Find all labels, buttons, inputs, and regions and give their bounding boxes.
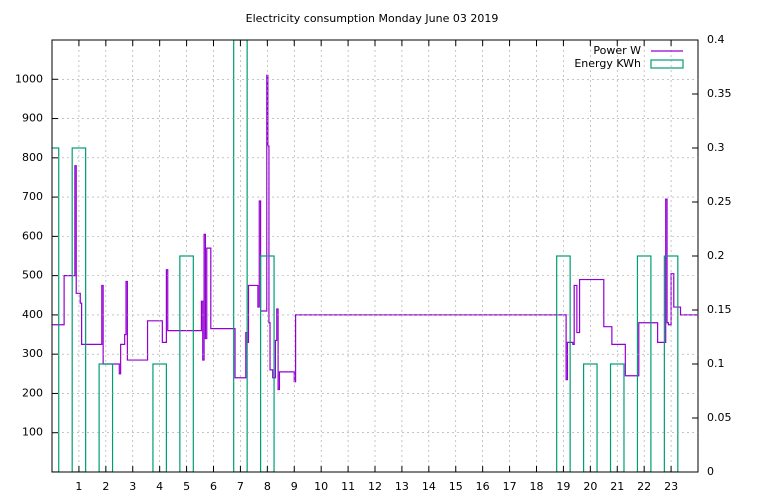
y-tick-label: 1000 [15, 72, 43, 85]
x-tick-label: 18 [530, 480, 544, 493]
x-tick-label: 12 [368, 480, 382, 493]
x-tick-label: 14 [422, 480, 436, 493]
y-tick-label: 100 [22, 426, 43, 439]
energy-box [609, 363, 625, 472]
y2-tick-label: 0 [707, 465, 714, 478]
x-tick-label: 13 [395, 480, 409, 493]
x-tick-label: 23 [664, 480, 678, 493]
legend-label: Energy KWh [574, 57, 641, 70]
y-tick-label: 300 [22, 347, 43, 360]
legend-swatch [650, 59, 684, 69]
y2-tick-label: 0.1 [707, 357, 725, 370]
legend-label: Power W [593, 44, 641, 57]
energy-box [52, 147, 60, 472]
x-tick-label: 9 [291, 480, 298, 493]
x-tick-label: 17 [503, 480, 517, 493]
x-tick-label: 11 [341, 480, 355, 493]
y-tick-label: 900 [22, 112, 43, 125]
energy-box [152, 363, 167, 472]
y-tick-label: 700 [22, 190, 43, 203]
x-tick-label: 22 [637, 480, 651, 493]
y-tick-label: 400 [22, 308, 43, 321]
x-tick-label: 16 [476, 480, 490, 493]
x-tick-label: 21 [610, 480, 624, 493]
energy-box [71, 147, 87, 472]
energy-box [233, 40, 248, 472]
x-tick-label: 20 [583, 480, 597, 493]
x-tick-label: 1 [75, 480, 82, 493]
x-tick-label: 7 [237, 480, 244, 493]
y-tick-label: 200 [22, 386, 43, 399]
x-tick-label: 4 [156, 480, 163, 493]
x-tick-label: 19 [556, 480, 570, 493]
y-tick-label: 800 [22, 151, 43, 164]
energy-box [583, 363, 598, 472]
y2-tick-label: 0.4 [707, 33, 725, 46]
y2-tick-label: 0.25 [707, 195, 732, 208]
x-tick-label: 6 [210, 480, 217, 493]
y2-tick-label: 0.2 [707, 249, 725, 262]
y-tick-label: 600 [22, 229, 43, 242]
chart-title: Electricity consumption Monday June 03 2… [246, 12, 499, 25]
x-tick-label: 2 [102, 480, 109, 493]
x-tick-label: 5 [183, 480, 190, 493]
y2-tick-label: 0.15 [707, 303, 732, 316]
x-tick-label: 8 [264, 480, 271, 493]
y-tick-label: 500 [22, 269, 43, 282]
y2-tick-label: 0.3 [707, 141, 725, 154]
x-tick-label: 10 [314, 480, 328, 493]
power-line [52, 74, 698, 391]
y2-tick-label: 0.35 [707, 87, 732, 100]
x-tick-label: 3 [129, 480, 136, 493]
x-tick-label: 15 [449, 480, 463, 493]
y2-tick-label: 0.05 [707, 411, 732, 424]
energy-box [98, 363, 114, 472]
